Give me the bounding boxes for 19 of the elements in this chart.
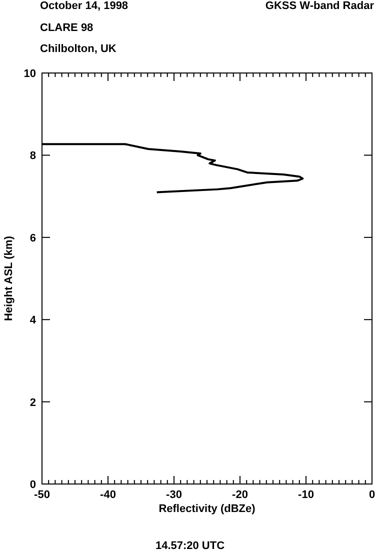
x-axis-title: Reflectivity (dBZe)	[158, 503, 256, 515]
x-tick-label: -50	[34, 489, 50, 501]
text: GKSS W-band Radar	[265, 0, 375, 12]
x-tick-label: -20	[232, 489, 248, 501]
y-tick-label: 8	[30, 150, 36, 162]
x-tick-label: -30	[166, 489, 182, 501]
chart-title: October 14, 1998	[40, 0, 128, 12]
y-tick-label: 6	[30, 232, 36, 244]
y-tick-label: 10	[24, 68, 36, 80]
text: Chilbolton, UK	[40, 43, 116, 55]
y-tick-label: 2	[30, 396, 36, 409]
y-tick-label: 4	[30, 314, 37, 327]
text: 14.57:20 UTC	[155, 540, 225, 552]
chart-subtitle: CLARE 98	[40, 22, 94, 34]
x-tick-label: 0	[368, 489, 376, 501]
y-tick-label: 0	[30, 479, 36, 491]
x-tick-label: -40	[100, 489, 116, 501]
y-axis-title: Height ASL (km)	[3, 236, 15, 321]
x-tick-label: -10	[298, 489, 314, 501]
